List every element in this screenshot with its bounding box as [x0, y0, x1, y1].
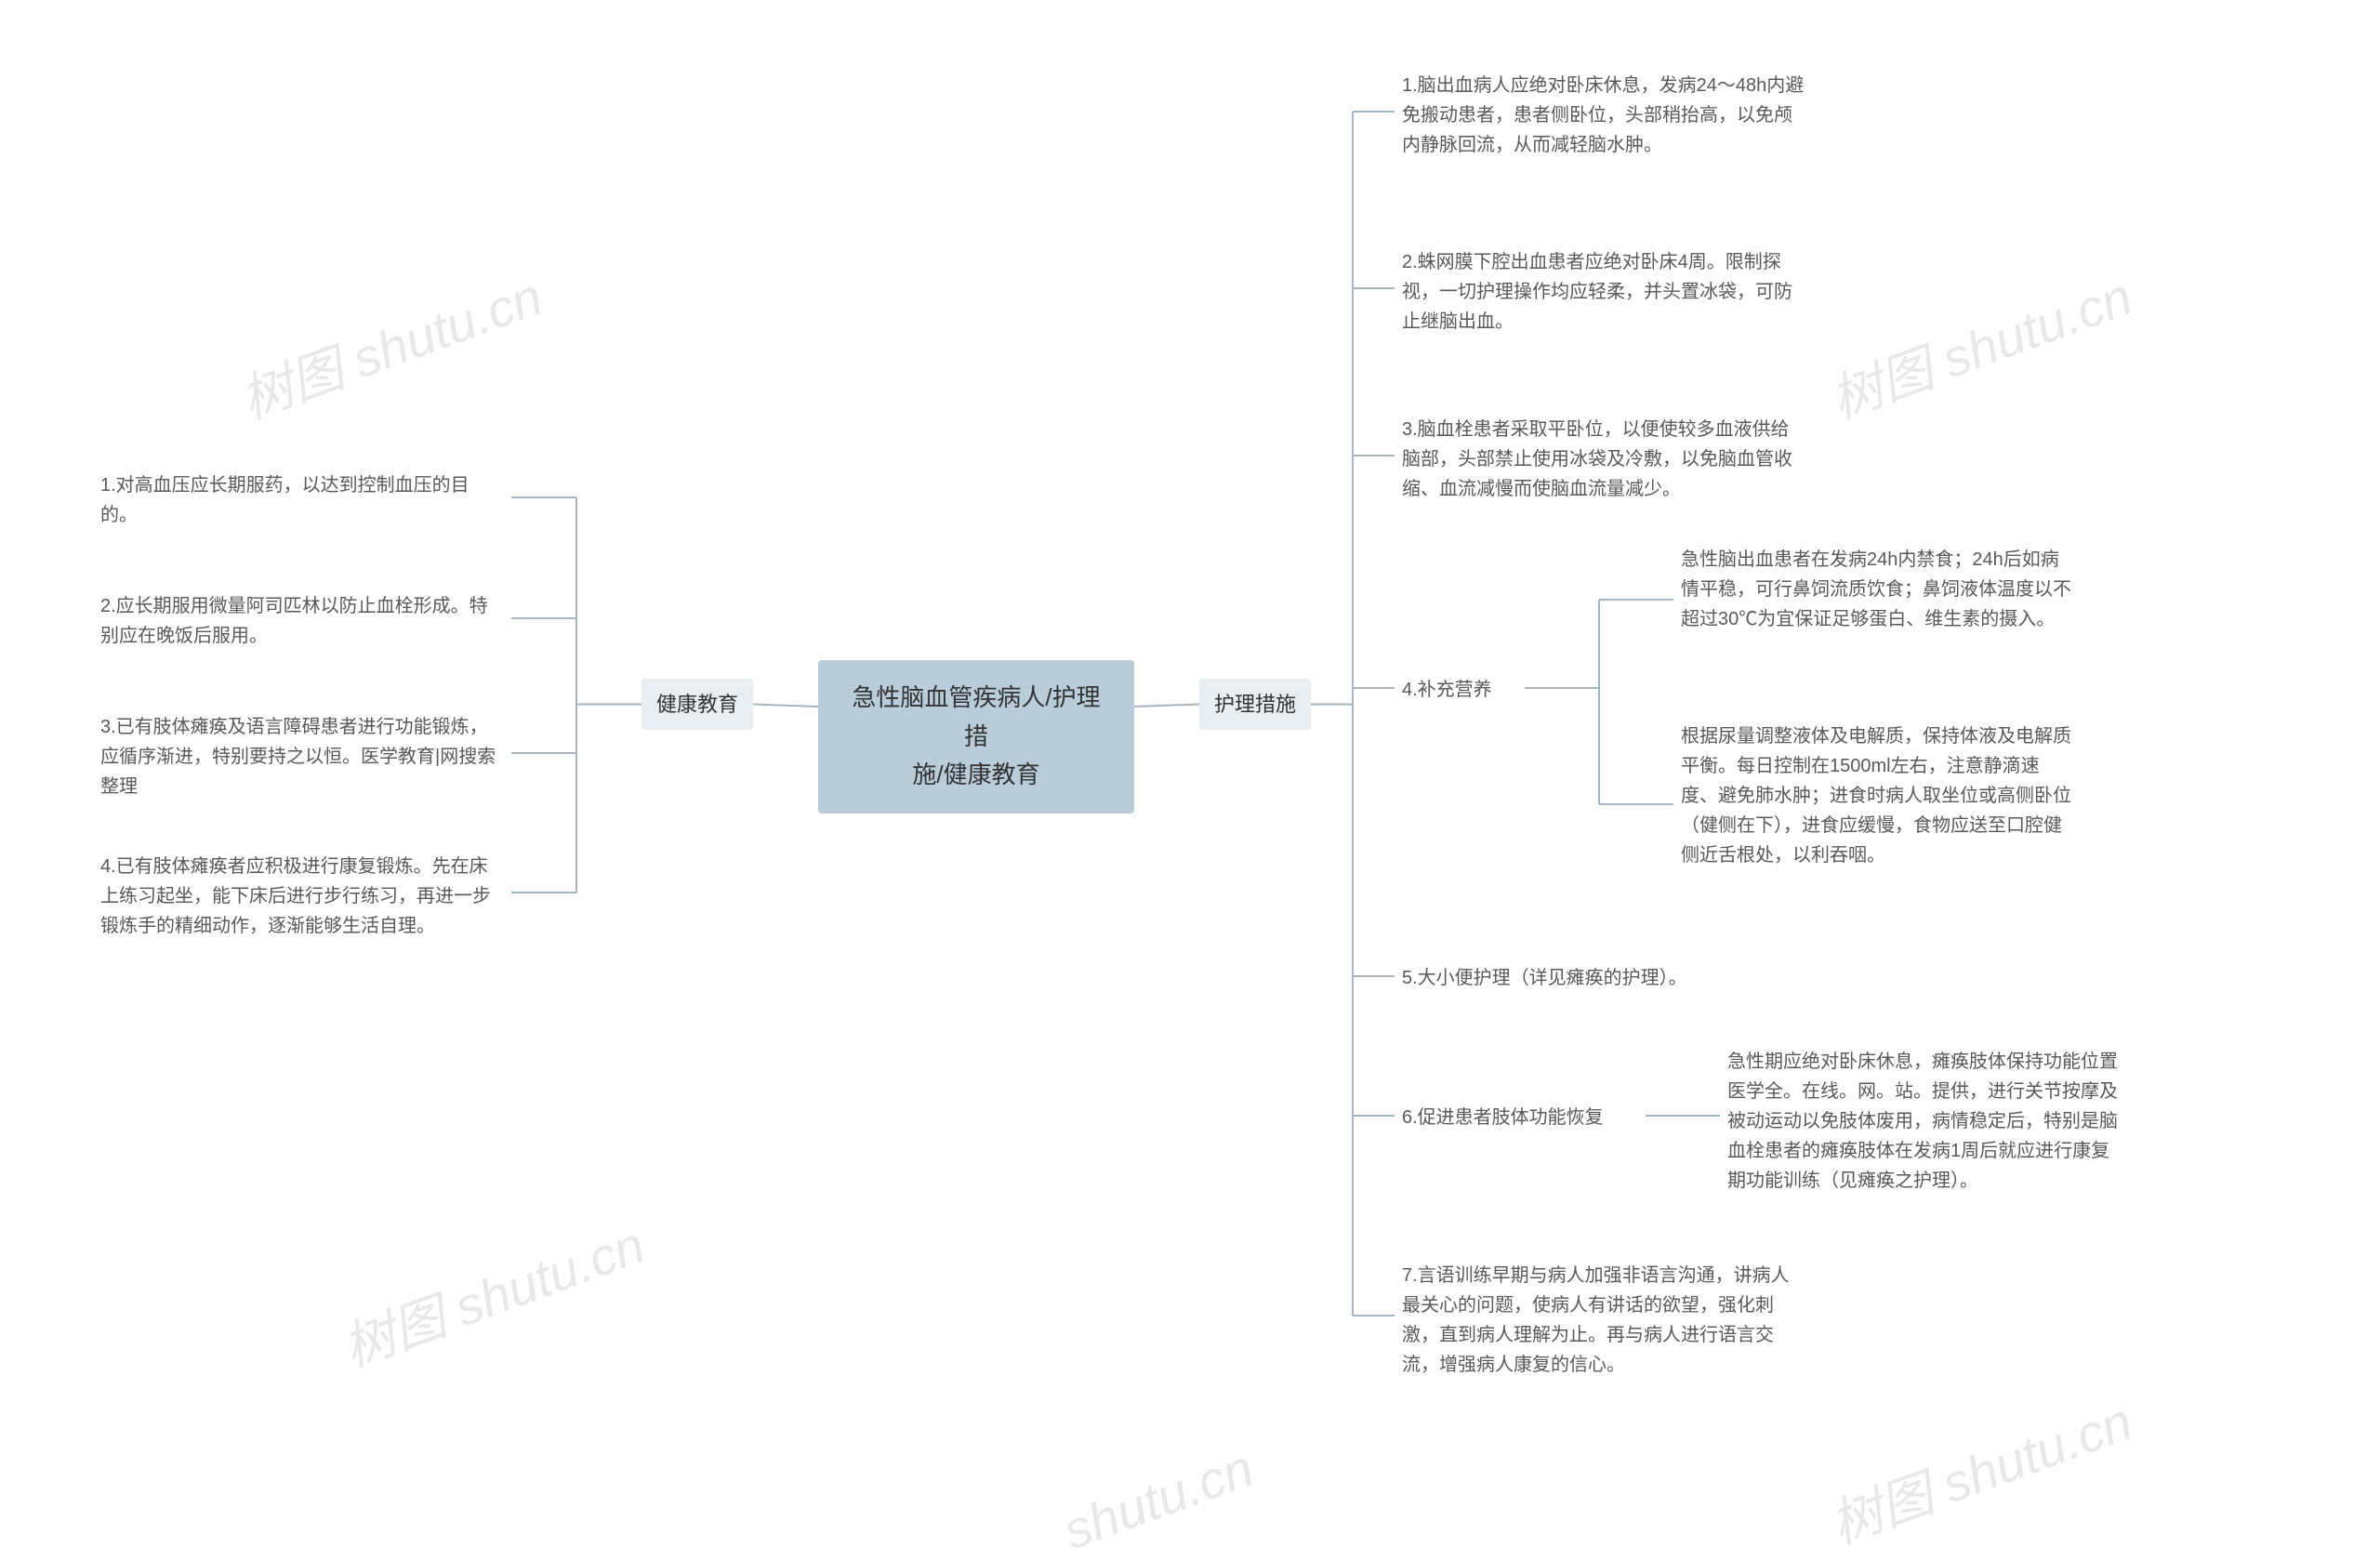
watermark: shutu.cn	[1055, 1437, 1261, 1561]
health-edu-item[interactable]: 1.对高血压应长期服药，以达到控制血压的目的。	[93, 465, 511, 536]
nursing-item[interactable]: 5.大小便护理（详见瘫痪的护理）。	[1395, 958, 1766, 999]
nursing-item[interactable]: 7.言语训练早期与病人加强非语言沟通，讲病人最关心的问题，使病人有讲话的欲望，强…	[1395, 1255, 1813, 1385]
branch-health-education[interactable]: 健康教育	[641, 679, 753, 730]
nursing-item[interactable]: 3.脑血栓患者采取平卧位，以便使较多血液供给脑部，头部禁止使用冰袋及冷敷，以免脑…	[1395, 409, 1813, 509]
watermark: 树图 shutu.cn	[1818, 1380, 2141, 1558]
watermark: 树图 shutu.cn	[229, 255, 551, 433]
nursing-item[interactable]: 4.补充营养	[1395, 669, 1525, 710]
root-title-line1: 急性脑血管疾病人/护理措	[846, 679, 1106, 756]
health-edu-item[interactable]: 4.已有肢体瘫痪者应积极进行康复锻炼。先在床上练习起坐，能下床后进行步行练习，再…	[93, 846, 511, 946]
root-title-line2: 施/健康教育	[846, 756, 1106, 795]
nursing-subitem[interactable]: 根据尿量调整液体及电解质，保持体液及电解质平衡。每日控制在1500ml左右，注意…	[1673, 716, 2082, 876]
watermark: 树图 shutu.cn	[331, 1203, 654, 1382]
health-edu-item[interactable]: 3.已有肢体瘫痪及语言障碍患者进行功能锻炼，应循序渐进，特别要持之以恒。医学教育…	[93, 707, 511, 807]
root-node[interactable]: 急性脑血管疾病人/护理措施/健康教育	[818, 660, 1134, 814]
branch-nursing-measures[interactable]: 护理措施	[1199, 679, 1311, 730]
nursing-item[interactable]: 1.脑出血病人应绝对卧床休息，发病24～48h内避免搬动患者，患者侧卧位，头部稍…	[1395, 65, 1813, 165]
nursing-item[interactable]: 6.促进患者肢体功能恢复	[1395, 1097, 1646, 1138]
mindmap-canvas: 树图 shutu.cn树图 shutu.cn树图 shutu.cnshutu.c…	[0, 0, 2380, 1514]
nursing-subitem[interactable]: 急性期应绝对卧床休息，瘫痪肢体保持功能位置医学全。在线。网。站。提供，进行关节按…	[1720, 1041, 2129, 1201]
nursing-item[interactable]: 2.蛛网膜下腔出血患者应绝对卧床4周。限制探视，一切护理操作均应轻柔，并头置冰袋…	[1395, 242, 1813, 342]
nursing-subitem[interactable]: 急性脑出血患者在发病24h内禁食；24h后如病情平稳，可行鼻饲流质饮食；鼻饲液体…	[1673, 539, 2082, 640]
health-edu-item[interactable]: 2.应长期服用微量阿司匹林以防止血栓形成。特别应在晚饭后服用。	[93, 586, 511, 656]
watermark: 树图 shutu.cn	[1818, 255, 2141, 433]
